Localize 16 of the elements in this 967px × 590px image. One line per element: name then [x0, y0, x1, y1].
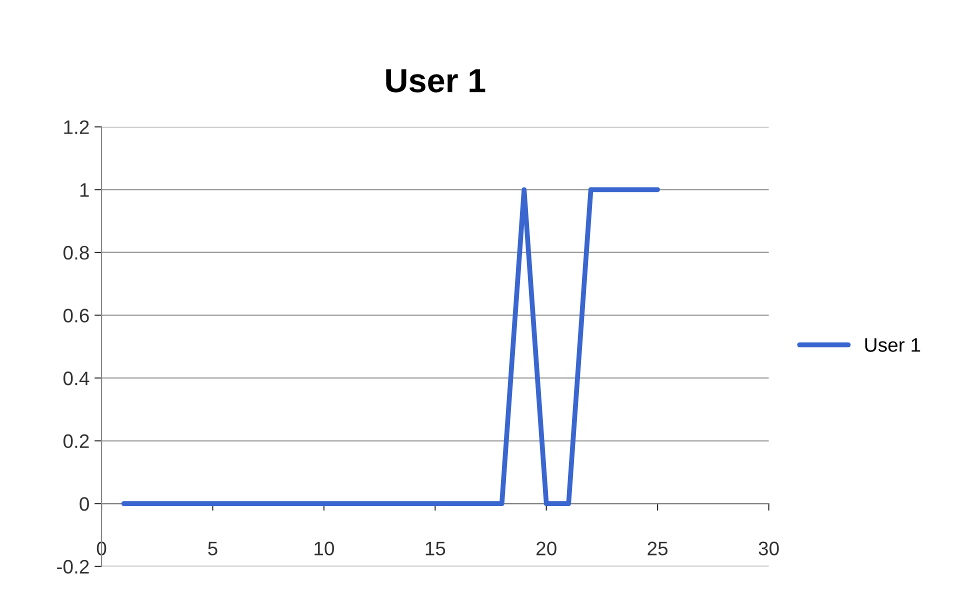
x-tick-label: 10 [314, 542, 334, 556]
y-tick-label: 1.2 [64, 120, 89, 134]
y-tick-label: 0 [80, 497, 89, 511]
x-tick-label: 15 [426, 542, 446, 556]
x-tick-label: 5 [208, 542, 218, 556]
x-tick-label: 20 [536, 542, 556, 556]
y-tick-label: 1 [80, 183, 89, 197]
y-tick-label: 0.2 [63, 434, 89, 448]
y-tick-label: -0.2 [57, 560, 89, 574]
chart-title: User 1 [386, 69, 486, 92]
y-tick-label: 0.4 [63, 371, 90, 386]
legend-label: User 1 [865, 338, 920, 352]
y-tick-label: 0.8 [63, 246, 89, 260]
y-tick-label: 0.6 [63, 308, 89, 322]
x-tick-label: 25 [648, 542, 668, 556]
x-tick-label: 30 [758, 542, 779, 556]
